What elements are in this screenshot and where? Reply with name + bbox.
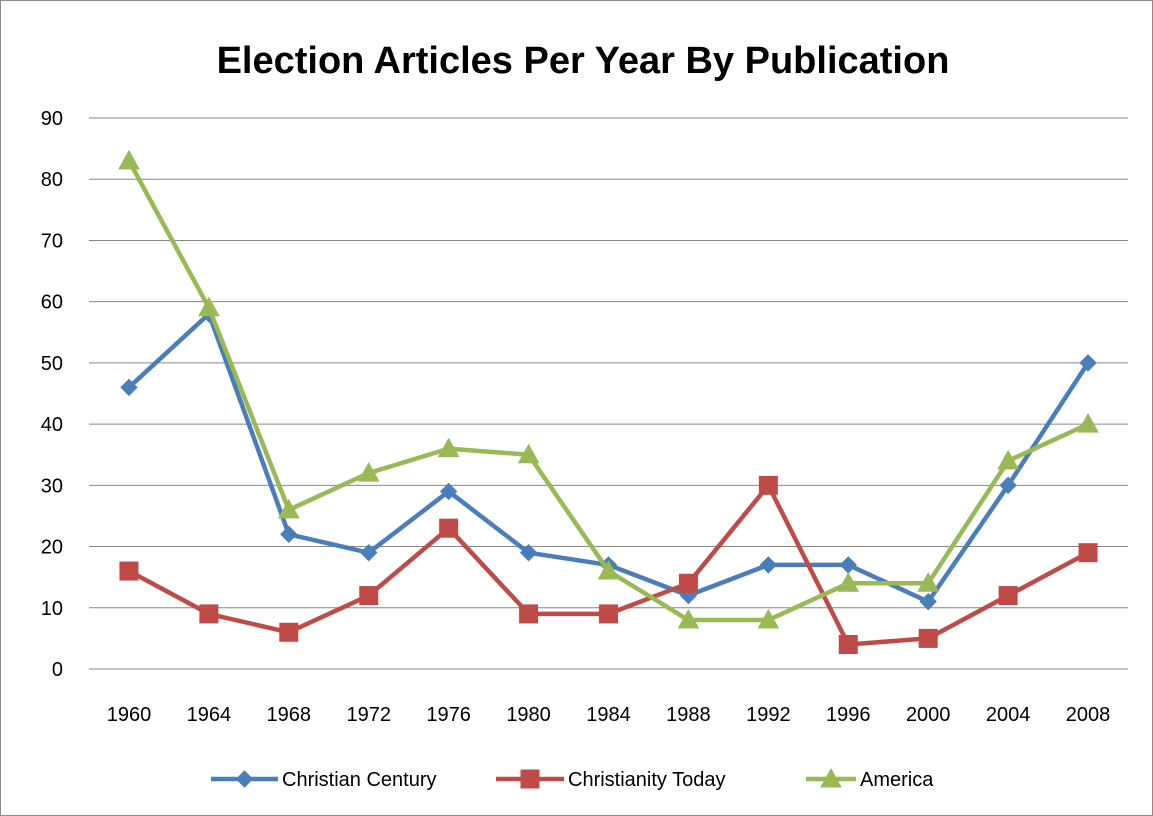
data-point-marker (757, 608, 780, 629)
data-point-marker (597, 560, 620, 580)
data-point-marker (277, 498, 300, 519)
legend-marker (820, 767, 842, 788)
x-tick-label: 2000 (906, 704, 951, 726)
data-point-marker (439, 518, 459, 538)
data-point-marker (439, 482, 458, 501)
x-tick-label: 2008 (1066, 704, 1111, 726)
x-tick-label: 1976 (426, 704, 471, 726)
y-axis-tick-labels: 0 10 20 30 40 50 60 70 80 90 (41, 108, 63, 681)
x-tick-label: 1984 (586, 704, 631, 726)
x-tick-label: 1980 (506, 704, 551, 726)
data-point-marker (119, 561, 139, 581)
data-point-marker (280, 525, 298, 544)
x-tick-label: 1992 (746, 704, 791, 726)
data-point-marker (999, 476, 1017, 495)
y-tick-label: 10 (41, 598, 63, 620)
data-point-marker (758, 475, 778, 495)
data-point-marker (118, 149, 140, 170)
y-tick-label: 20 (41, 537, 63, 559)
data-point-marker (837, 572, 860, 592)
legend-label: Christianity Today (568, 769, 725, 791)
legend-item: America (806, 767, 934, 791)
series-america (118, 149, 1099, 629)
chart-title: Election Articles Per Year By Publicatio… (217, 40, 950, 82)
x-axis-tick-labels: 1960 1964 1968 1972 1976 1980 1984 1988 1992 1996… (107, 704, 1111, 726)
legend-marker (235, 770, 254, 788)
data-point-marker (199, 604, 219, 624)
data-point-marker (997, 449, 1019, 470)
data-point-marker (678, 573, 698, 593)
legend-item: Christianity Today (496, 769, 725, 791)
series-christianity-today (119, 475, 1098, 655)
y-tick-label: 30 (41, 475, 63, 497)
x-tick-label: 1960 (107, 704, 152, 726)
y-tick-label: 0 (52, 659, 63, 681)
legend-marker (520, 769, 540, 789)
data-point-marker (360, 543, 378, 562)
x-tick-label: 1972 (346, 704, 391, 726)
series-line (126, 159, 1089, 623)
x-tick-label: 1996 (826, 704, 871, 726)
data-point-marker (998, 586, 1018, 606)
legend-label: Christian Century (282, 769, 437, 791)
data-point-marker (279, 622, 299, 642)
data-point-marker (1077, 413, 1099, 433)
x-tick-label: 1988 (666, 704, 711, 726)
data-point-marker (677, 608, 700, 629)
gridlines (89, 117, 1128, 670)
legend-item: Christian Century (211, 769, 437, 791)
y-tick-label: 40 (41, 414, 63, 436)
data-point-marker (519, 543, 538, 562)
y-tick-label: 50 (41, 353, 63, 375)
data-point-marker (839, 556, 857, 574)
data-point-marker (437, 437, 460, 458)
data-point-marker (359, 586, 379, 606)
data-point-marker (599, 604, 618, 624)
y-tick-label: 60 (41, 292, 63, 314)
data-point-marker (198, 296, 220, 317)
y-tick-label: 90 (41, 108, 63, 130)
data-point-marker (357, 462, 380, 482)
x-tick-label: 1968 (267, 704, 312, 726)
x-tick-label: 2004 (986, 704, 1031, 726)
data-point-marker (917, 572, 940, 592)
data-point-marker (918, 628, 938, 648)
data-point-marker (759, 556, 778, 574)
x-tick-label: 1964 (187, 704, 232, 726)
data-point-marker (120, 378, 138, 397)
data-point-marker (519, 604, 539, 624)
legend: Christian Century Christianity Today Ameri… (211, 767, 934, 791)
data-series (118, 149, 1099, 655)
data-point-marker (1079, 354, 1097, 372)
y-tick-label: 80 (41, 169, 63, 191)
data-point-marker (919, 592, 937, 611)
data-point-marker (517, 443, 540, 464)
y-tick-label: 70 (41, 230, 63, 252)
data-point-marker (1078, 543, 1098, 563)
data-point-marker (838, 635, 858, 655)
legend-label: America (860, 769, 934, 791)
